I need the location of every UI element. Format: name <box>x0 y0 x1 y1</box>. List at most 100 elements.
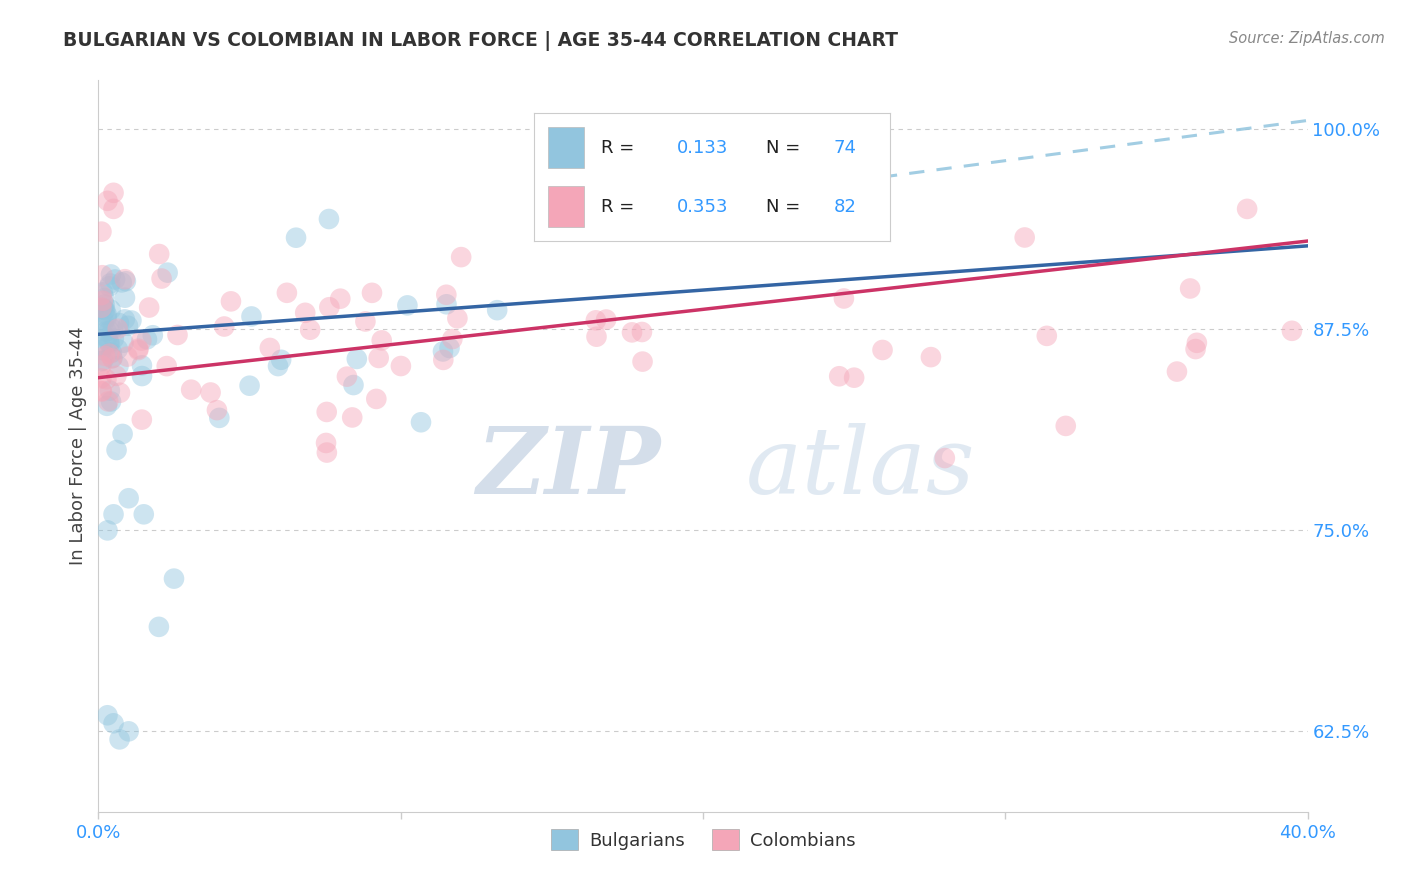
Point <box>91 353 114 368</box>
Point <box>1281 324 1303 338</box>
Point <box>259 341 281 355</box>
Point <box>97 394 120 409</box>
Point <box>103 716 125 731</box>
Point <box>114 272 136 286</box>
Point <box>115 274 138 288</box>
Point <box>94 303 117 318</box>
Point <box>98 277 121 291</box>
Point <box>163 572 186 586</box>
Point <box>90 301 112 315</box>
Point <box>585 329 607 343</box>
Point <box>90 225 112 239</box>
Point <box>131 369 153 384</box>
Point <box>107 342 129 356</box>
Point <box>270 352 292 367</box>
Point <box>370 334 392 348</box>
Point <box>108 732 131 747</box>
Point <box>98 384 121 398</box>
Point <box>318 212 340 227</box>
Point <box>117 350 139 364</box>
Point <box>156 359 179 373</box>
Point <box>315 445 337 459</box>
Point <box>436 297 458 311</box>
Point <box>631 354 654 368</box>
Point <box>127 343 149 357</box>
Point <box>346 351 368 366</box>
Point <box>105 443 128 458</box>
Point <box>112 335 135 350</box>
Point <box>872 343 894 357</box>
Point <box>127 342 149 356</box>
Point <box>108 385 131 400</box>
Point <box>107 359 129 373</box>
Point <box>90 339 112 353</box>
Y-axis label: In Labor Force | Age 35-44: In Labor Force | Age 35-44 <box>69 326 87 566</box>
Point <box>446 311 468 326</box>
Point <box>90 301 112 315</box>
Point <box>315 436 337 450</box>
Point <box>90 288 112 302</box>
Legend: Bulgarians, Colombians: Bulgarians, Colombians <box>544 822 862 857</box>
Point <box>98 336 121 351</box>
Point <box>93 302 115 317</box>
Point <box>389 359 412 373</box>
Point <box>1178 281 1201 295</box>
Point <box>844 370 866 384</box>
Point <box>101 351 124 366</box>
Point <box>90 384 112 399</box>
Point <box>93 315 115 329</box>
Point <box>103 508 125 522</box>
Point <box>439 341 461 355</box>
Point <box>432 352 454 367</box>
Point <box>200 385 222 400</box>
Point <box>108 316 131 330</box>
Point <box>294 306 316 320</box>
Point <box>131 334 153 348</box>
Point <box>96 372 118 386</box>
Text: Source: ZipAtlas.com: Source: ZipAtlas.com <box>1229 31 1385 46</box>
Point <box>98 279 121 293</box>
Text: ZIP: ZIP <box>477 423 661 513</box>
Point <box>156 266 179 280</box>
Point <box>114 291 136 305</box>
Point <box>90 343 112 357</box>
Point <box>434 287 457 301</box>
Point <box>342 378 364 392</box>
Point <box>91 268 114 283</box>
Point <box>101 322 124 336</box>
Point <box>107 322 129 336</box>
Point <box>205 403 228 417</box>
Point <box>131 412 153 426</box>
Point <box>366 392 388 406</box>
Point <box>91 285 114 300</box>
Point <box>118 491 141 506</box>
Point <box>104 272 127 286</box>
Point <box>486 303 509 318</box>
Point <box>267 359 290 373</box>
Point <box>136 332 159 346</box>
Point <box>832 292 855 306</box>
Point <box>1184 342 1206 356</box>
Point <box>117 318 139 333</box>
Point <box>315 405 337 419</box>
Point <box>90 317 112 331</box>
Point <box>150 271 173 285</box>
Point <box>120 313 142 327</box>
Point <box>96 310 118 325</box>
Point <box>299 323 322 337</box>
Point <box>93 291 115 305</box>
Point <box>595 312 617 326</box>
Point <box>276 285 298 300</box>
Text: BULGARIAN VS COLOMBIAN IN LABOR FORCE | AGE 35-44 CORRELATION CHART: BULGARIAN VS COLOMBIAN IN LABOR FORCE | … <box>63 31 898 51</box>
Point <box>96 399 118 413</box>
Point <box>361 285 384 300</box>
Point <box>396 298 419 312</box>
Point <box>1185 335 1208 350</box>
Point <box>103 332 125 346</box>
Point <box>96 524 118 538</box>
Point <box>114 312 136 326</box>
Point <box>90 354 112 368</box>
Point <box>828 369 851 384</box>
Point <box>100 394 122 409</box>
Point <box>101 345 124 359</box>
